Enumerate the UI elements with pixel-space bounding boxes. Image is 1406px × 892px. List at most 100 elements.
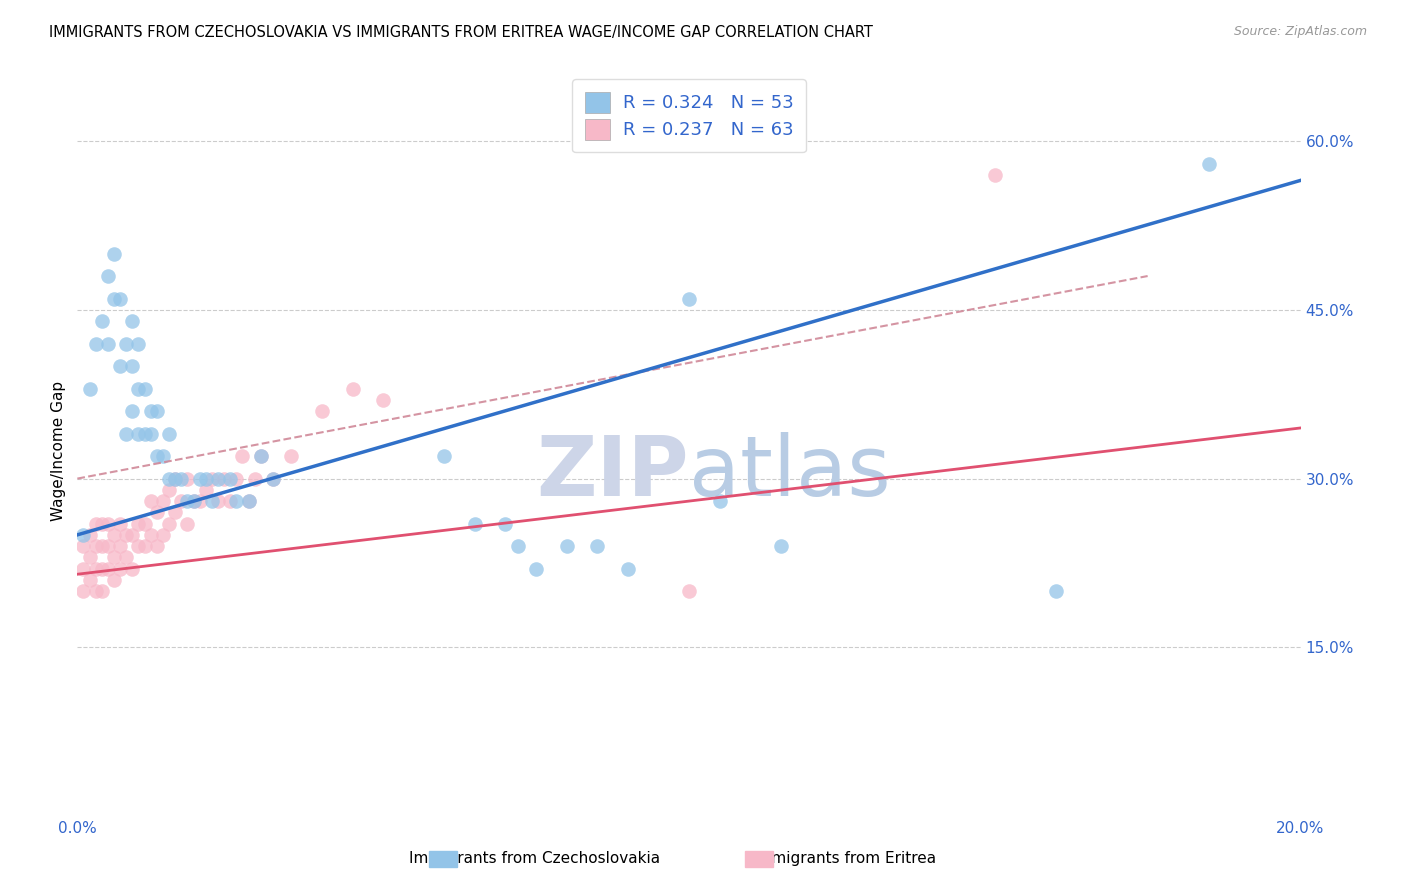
Point xyxy=(165,505,187,519)
Point xyxy=(262,472,284,486)
Point xyxy=(127,382,149,396)
Point xyxy=(115,426,138,441)
Point xyxy=(84,336,107,351)
Point xyxy=(121,314,143,328)
Point xyxy=(115,550,138,565)
Point xyxy=(371,392,394,407)
Point xyxy=(103,246,125,260)
Point xyxy=(90,561,112,575)
Point xyxy=(103,550,125,565)
Point xyxy=(678,584,700,599)
Point xyxy=(1198,156,1220,170)
Point xyxy=(207,472,229,486)
Point xyxy=(157,472,180,486)
Point xyxy=(139,426,162,441)
Point xyxy=(495,516,517,531)
Point xyxy=(121,528,143,542)
Point xyxy=(243,472,266,486)
Point xyxy=(127,516,149,531)
Point xyxy=(97,268,120,283)
Point xyxy=(678,292,700,306)
Point xyxy=(127,426,149,441)
Point xyxy=(311,404,333,418)
Point xyxy=(250,449,273,463)
Point xyxy=(165,472,187,486)
Text: Immigrants from Czechoslovakia: Immigrants from Czechoslovakia xyxy=(409,851,659,865)
Point xyxy=(769,539,792,553)
Point xyxy=(90,584,112,599)
Y-axis label: Wage/Income Gap: Wage/Income Gap xyxy=(51,380,66,521)
Point xyxy=(194,472,217,486)
Point xyxy=(183,494,205,508)
Point xyxy=(90,314,112,328)
Point xyxy=(139,494,162,508)
Text: atlas: atlas xyxy=(689,432,890,513)
Point xyxy=(108,516,131,531)
Point xyxy=(121,404,143,418)
Point xyxy=(984,168,1007,182)
Point xyxy=(225,494,247,508)
Point xyxy=(617,561,640,575)
Point xyxy=(108,359,131,373)
Point xyxy=(194,483,217,497)
Point xyxy=(84,539,107,553)
Point xyxy=(231,449,253,463)
Point xyxy=(84,516,107,531)
Point xyxy=(250,449,273,463)
Point xyxy=(157,516,180,531)
Point xyxy=(115,528,138,542)
Point xyxy=(121,561,143,575)
Point xyxy=(280,449,302,463)
Point xyxy=(97,539,120,553)
Point xyxy=(170,472,193,486)
Point xyxy=(103,573,125,587)
Point xyxy=(219,494,242,508)
Point xyxy=(201,472,224,486)
Point xyxy=(72,561,94,575)
Point xyxy=(103,292,125,306)
Point xyxy=(183,494,205,508)
Point xyxy=(238,494,260,508)
Point xyxy=(152,494,174,508)
Point xyxy=(709,494,731,508)
Point xyxy=(97,336,120,351)
Point xyxy=(97,516,120,531)
Point xyxy=(157,483,180,497)
Point xyxy=(134,516,156,531)
Point xyxy=(134,539,156,553)
Point xyxy=(524,561,547,575)
Point xyxy=(146,449,169,463)
Point xyxy=(555,539,578,553)
Point xyxy=(146,505,169,519)
Point xyxy=(342,382,364,396)
Point xyxy=(121,359,143,373)
Point xyxy=(165,472,187,486)
Point xyxy=(108,539,131,553)
Point xyxy=(90,539,112,553)
Point xyxy=(84,584,107,599)
Point xyxy=(84,561,107,575)
Point xyxy=(72,584,94,599)
Point xyxy=(139,404,162,418)
Text: ZIP: ZIP xyxy=(537,432,689,513)
Point xyxy=(201,494,224,508)
Text: IMMIGRANTS FROM CZECHOSLOVAKIA VS IMMIGRANTS FROM ERITREA WAGE/INCOME GAP CORREL: IMMIGRANTS FROM CZECHOSLOVAKIA VS IMMIGR… xyxy=(49,25,873,40)
Point xyxy=(134,426,156,441)
Point xyxy=(108,561,131,575)
Point xyxy=(262,472,284,486)
Point xyxy=(72,528,94,542)
Point xyxy=(79,382,101,396)
Point xyxy=(108,292,131,306)
Point xyxy=(176,516,198,531)
Point xyxy=(1045,584,1067,599)
Point xyxy=(72,539,94,553)
Point xyxy=(207,494,229,508)
Point xyxy=(188,494,211,508)
Point xyxy=(139,528,162,542)
Point xyxy=(219,472,242,486)
Text: Source: ZipAtlas.com: Source: ZipAtlas.com xyxy=(1233,25,1367,38)
Point xyxy=(176,472,198,486)
Text: Immigrants from Eritrea: Immigrants from Eritrea xyxy=(752,851,935,865)
Point xyxy=(79,573,101,587)
Point xyxy=(586,539,609,553)
